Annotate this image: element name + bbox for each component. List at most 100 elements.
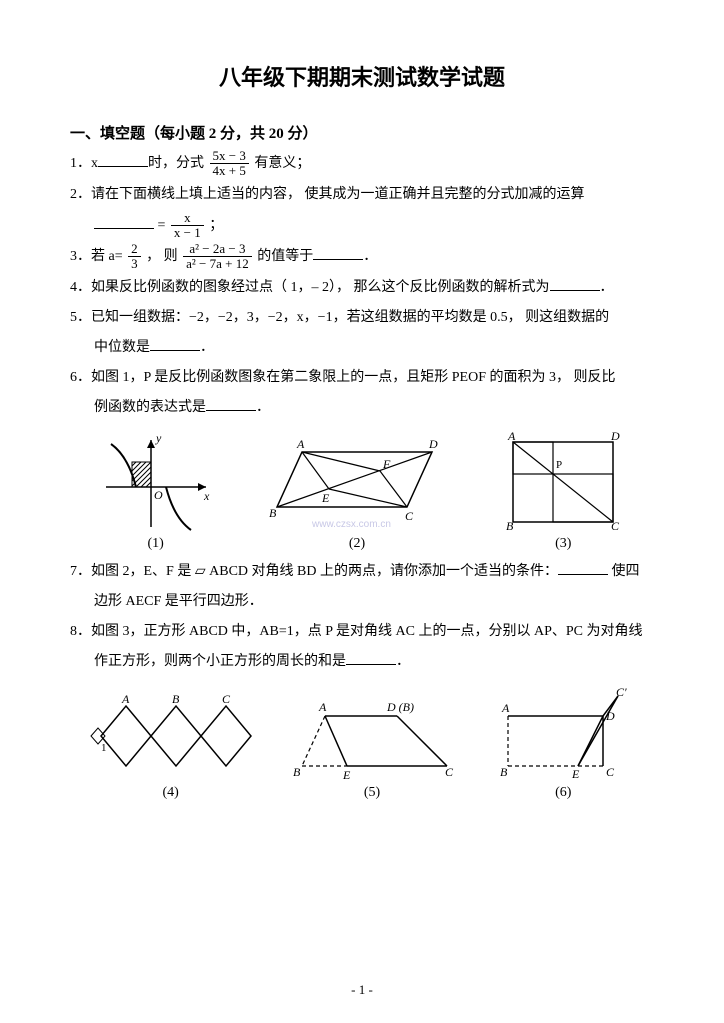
fig3-B: B: [506, 519, 514, 532]
question-6b: 例函数的表达式是 ．: [70, 394, 654, 422]
q1-frac-den: 4x + 5: [210, 164, 249, 178]
fig3-C: C: [611, 519, 620, 532]
fig3-label: (3): [498, 536, 628, 552]
q2-frac-den: x − 1: [171, 226, 204, 240]
fig3-P: P: [556, 459, 562, 471]
figure-5: A D (B) B E C (5): [287, 691, 457, 801]
q8-c: ．: [396, 654, 410, 669]
q3-frac1: 2 3: [128, 242, 141, 272]
q2-text-a: 2．请在下面横线上填上适当的内容， 使其成为一道正确并且完整的分式加减的运算: [70, 187, 585, 202]
q1-fraction: 5x − 3 4x + 5: [210, 149, 249, 179]
q3-frac2: a² − 2a − 3 a² − 7a + 12: [183, 242, 252, 272]
fig2-label: (2): [267, 536, 447, 552]
fig2-A: A: [296, 437, 305, 451]
q4-a: 4．如果反比例函数的图象经过点（ 1，– 2）， 那么这个反比例函数的解析式为: [70, 280, 550, 295]
figure-1: y x O (1): [96, 432, 216, 552]
parallelogram-icon: ▱: [195, 562, 206, 578]
fig4-svg: A B C 1: [86, 691, 256, 781]
fig5-B: B: [293, 765, 301, 779]
fig2-C: C: [405, 509, 414, 523]
fig6-A: A: [501, 701, 510, 715]
fig3-D: D: [610, 432, 620, 443]
q2-eq: =: [158, 218, 166, 233]
q7-a: 7．如图 2，E、F 是: [70, 564, 195, 579]
fig4-A: A: [121, 692, 130, 706]
fig3-svg: A D B C P: [498, 432, 628, 532]
question-5b: 中位数是．: [70, 334, 654, 362]
figure-6: A D B C C′ E (6): [488, 686, 638, 801]
figure-3: A D B C P (3): [498, 432, 628, 552]
q8-b: 作正方形，则两个小正方形的周长的和是: [94, 654, 346, 669]
page-number: - 1 -: [0, 982, 724, 998]
q2-frac-num: x: [171, 211, 204, 226]
fig4-C: C: [222, 692, 231, 706]
question-4: 4．如果反比例函数的图象经过点（ 1，– 2）， 那么这个反比例函数的解析式为 ．: [70, 274, 654, 302]
blank: [94, 214, 154, 229]
q3-b: ， 则: [146, 249, 178, 264]
fig5-svg: A D (B) B E C: [287, 691, 457, 781]
fig2-wm: www.czsx.com.cn: [311, 519, 391, 530]
blank: [206, 396, 256, 411]
q1-text-c: 有意义；: [254, 156, 310, 171]
q3-c: 的值等于: [257, 249, 313, 264]
q5-b: 中位数是: [94, 340, 150, 355]
page: 八年级下期期末测试数学试题 一、填空题（每小题 2 分，共 20 分） 1．x 时…: [0, 0, 724, 1023]
q1-text-b: 时，分式: [148, 156, 204, 171]
figure-row-1: y x O (1) A D B C E F: [70, 432, 654, 552]
fig5-D: D (B): [386, 700, 414, 714]
question-7: 7．如图 2，E、F 是 ▱ ABCD 对角线 BD 上的两点，请你添加一个适当…: [70, 556, 654, 586]
question-1: 1．x 时，分式 5x − 3 4x + 5 有意义；: [70, 149, 654, 179]
fig6-svg: A D B C C′ E: [488, 686, 638, 781]
q1-text-a: 1．x: [70, 156, 98, 171]
q3-f1d: 3: [128, 257, 141, 271]
figure-4: A B C 1 (4): [86, 691, 256, 801]
fig2-F: F: [382, 457, 391, 471]
fig6-C: C: [606, 765, 615, 779]
fig1-svg: y x O: [96, 432, 216, 532]
q3-f1n: 2: [128, 242, 141, 257]
question-2: 2．请在下面横线上填上适当的内容， 使其成为一道正确并且完整的分式加减的运算: [70, 181, 654, 209]
fig5-C: C: [445, 765, 454, 779]
fig5-label: (5): [287, 785, 457, 801]
q7-c: 使四: [608, 564, 640, 579]
fig1-x: x: [203, 489, 210, 503]
q7-d: 边形 AECF 是平行四边形．: [94, 594, 263, 609]
q3-f2d: a² − 7a + 12: [183, 257, 252, 271]
fig4-label: (4): [86, 785, 256, 801]
page-title: 八年级下期期末测试数学试题: [70, 60, 654, 92]
fig1-O: O: [154, 488, 163, 502]
fig5-A: A: [318, 700, 327, 714]
q6-a: 6．如图 1，P 是反比例函数图象在第二象限上的一点，且矩形 PEOF 的面积为…: [70, 370, 616, 385]
q8-a: 8．如图 3，正方形 ABCD 中，AB=1，点 P 是对角线 AC 上的一点，…: [70, 624, 642, 639]
fig4-B: B: [172, 692, 180, 706]
question-6: 6．如图 1，P 是反比例函数图象在第二象限上的一点，且矩形 PEOF 的面积为…: [70, 364, 654, 392]
blank: [313, 245, 363, 260]
q6-b: 例函数的表达式是: [94, 400, 206, 415]
blank: [550, 276, 600, 291]
blank: [98, 152, 148, 167]
fig5-E: E: [342, 768, 351, 781]
fig6-E: E: [571, 767, 580, 781]
q3-a: 3．若 a=: [70, 249, 123, 264]
question-8b: 作正方形，则两个小正方形的周长的和是 ．: [70, 648, 654, 676]
figure-row-2: A B C 1 (4) A D (B) B E C: [70, 686, 654, 801]
q3-f2n: a² − 2a − 3: [183, 242, 252, 257]
fig2-svg: A D B C E F www.czsx.com.cn: [267, 432, 447, 532]
q6-c: ．: [256, 400, 270, 415]
fig1-y: y: [155, 432, 162, 445]
fig6-label: (6): [488, 785, 638, 801]
blank: [558, 560, 608, 575]
figure-2: A D B C E F www.czsx.com.cn (2): [267, 432, 447, 552]
fig2-B: B: [269, 506, 277, 520]
fig6-B: B: [500, 765, 508, 779]
q2-fraction: x x − 1: [171, 211, 204, 241]
fig6-D: D: [605, 709, 615, 723]
q4-b: ．: [600, 280, 614, 295]
fig3-A: A: [507, 432, 516, 443]
q2-text-c: ；: [209, 218, 223, 233]
question-5: 5．已知一组数据：−2，−2，3，−2，x，−1，若这组数据的平均数是 0.5，…: [70, 304, 654, 332]
blank: [150, 336, 200, 351]
question-8: 8．如图 3，正方形 ABCD 中，AB=1，点 P 是对角线 AC 上的一点，…: [70, 618, 654, 646]
section-heading: 一、填空题（每小题 2 分，共 20 分）: [70, 122, 654, 143]
question-3: 3．若 a= 2 3 ， 则 a² − 2a − 3 a² − 7a + 12 …: [70, 242, 654, 272]
